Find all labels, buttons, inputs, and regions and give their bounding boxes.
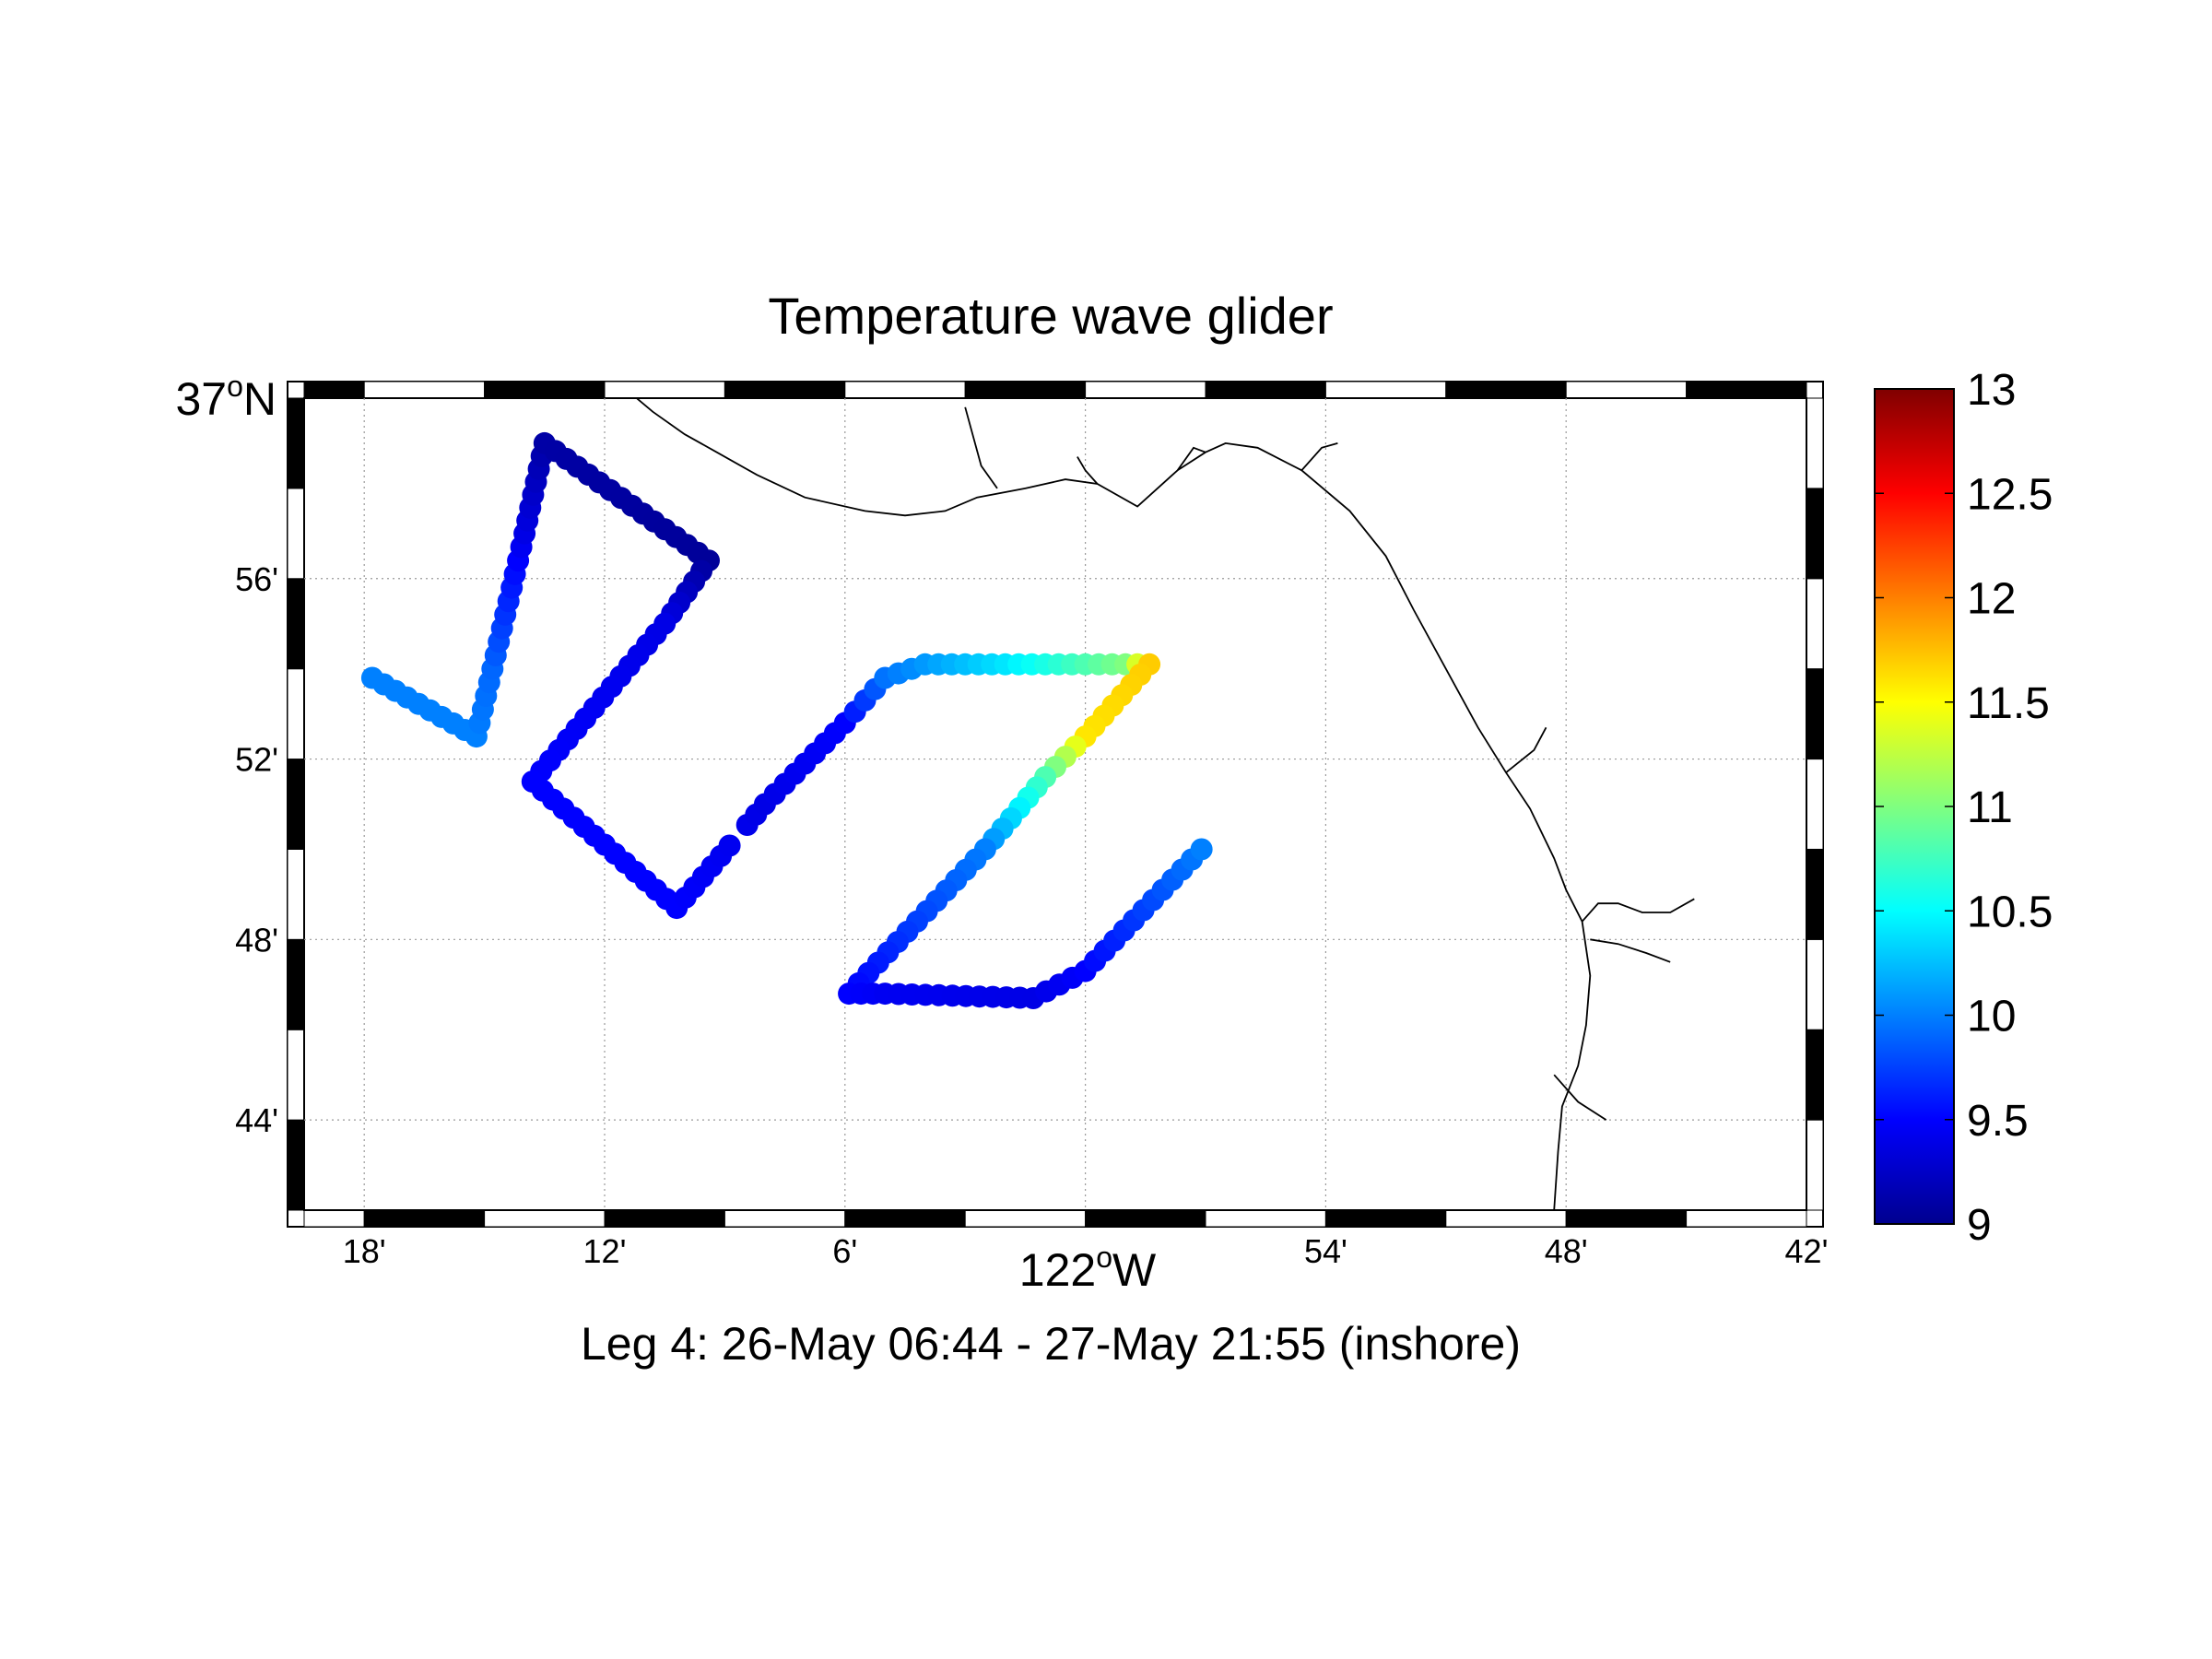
frame-segment-left [287, 759, 305, 850]
frame-segment-left [287, 1119, 305, 1211]
y-tick-label: 44' [235, 1101, 278, 1139]
map-frame [287, 381, 1824, 1228]
x-tick-label: 12' [583, 1232, 627, 1270]
frame-segment-right [1806, 1119, 1824, 1211]
colorbar [1874, 388, 1955, 1225]
coastline-segment [1176, 446, 1206, 471]
frame-segment-bottom [604, 1209, 725, 1228]
frame-segment-top [1324, 381, 1447, 399]
colorbar-tick-label: 10 [1967, 993, 2016, 1041]
frame-segment-bottom [1324, 1209, 1447, 1228]
colorbar-tick-label: 9.5 [1967, 1097, 2029, 1146]
x-tick-label: 48' [1545, 1232, 1588, 1270]
frame-segment-top [303, 381, 365, 399]
coastline-segment [1077, 456, 1099, 485]
frame-segment-left [287, 578, 305, 670]
x-tick-label: 54' [1304, 1232, 1347, 1270]
frame-segment-right [1806, 668, 1824, 760]
frame-segment-bottom [363, 1209, 486, 1228]
frame-segment-bottom [1205, 1209, 1326, 1228]
coastline [636, 397, 1695, 1211]
frame-segment-top [363, 381, 486, 399]
frame-segment-right [1806, 938, 1824, 1030]
frame-segment-bottom [1565, 1209, 1688, 1228]
x-tick-label: 18' [343, 1232, 386, 1270]
frame-segment-left [287, 938, 305, 1030]
coastline-segment [1553, 1074, 1607, 1121]
frame-segment-bottom [724, 1209, 846, 1228]
y-tick-label: 52' [235, 741, 278, 779]
y-axis-label: 37oN [175, 370, 276, 425]
frame-segment-bottom [844, 1209, 966, 1228]
frame-segment-right [1806, 488, 1824, 580]
coastline-segment [964, 406, 998, 489]
frame-segment-bottom [1445, 1209, 1567, 1228]
x-axis-label: 122oW [1019, 1241, 1157, 1296]
frame-segment-top [1085, 381, 1206, 399]
coastline-segment [1300, 442, 1338, 471]
frame-segment-bottom [303, 1209, 365, 1228]
frame-segment-right [1806, 848, 1824, 940]
coastline-segment [1590, 938, 1671, 963]
frame-segment-top [1565, 381, 1688, 399]
frame-segment-top [1205, 381, 1326, 399]
frame-segment-right [1806, 578, 1824, 670]
map-subtitle: Leg 4: 26-May 06:44 - 27-May 21:55 (insh… [581, 1318, 1521, 1370]
frame-segment-top [484, 381, 606, 399]
track-point [718, 834, 741, 857]
frame-segment-top [844, 381, 966, 399]
frame-segment-left [287, 668, 305, 760]
frame-segment-top [604, 381, 725, 399]
frame-segment-top [1445, 381, 1567, 399]
frame-segment-bottom [964, 1209, 1087, 1228]
frame-segment-top [724, 381, 846, 399]
frame-segment-top [964, 381, 1087, 399]
colorbar-tick-label: 11 [1967, 783, 2013, 832]
colorbar-tick-label: 9 [1967, 1201, 1992, 1250]
frame-segment-left [287, 397, 305, 489]
colorbar-tick-label: 11.5 [1967, 679, 2050, 728]
colorbar-ticks: 13 12.5 12 11.5 11 10.5 10 9.5 9 [1875, 366, 2053, 1250]
frame-segment-right [1806, 1029, 1824, 1121]
glider-track [360, 431, 1213, 1009]
frame-segment-bottom [1085, 1209, 1206, 1228]
y-tick-label: 56' [235, 560, 278, 598]
frame-segment-bottom [1686, 1209, 1807, 1228]
colorbar-tick-label: 12.5 [1967, 470, 2053, 519]
coastline-segment [636, 397, 1592, 1211]
frame-segment-left [287, 1029, 305, 1121]
colorbar-tick-label: 13 [1967, 366, 2016, 415]
y-tick-label: 48' [235, 921, 278, 959]
frame-segment-right [1806, 397, 1824, 489]
track-point [1190, 838, 1213, 861]
y-tick-labels: 56' 52' 48' 44' [235, 560, 278, 1139]
frame-segment-bottom [484, 1209, 606, 1228]
map-title: Temperature wave glider [768, 287, 1333, 345]
coastline-segment [1581, 898, 1695, 923]
colorbar-tick-label: 12 [1967, 575, 2016, 624]
x-tick-labels: 18' 12' 6' 54' 48' 42' [343, 1232, 1829, 1270]
frame-segment-left [287, 848, 305, 940]
x-tick-label: 6' [832, 1232, 857, 1270]
colorbar-tick-label: 10.5 [1967, 888, 2053, 936]
x-tick-label: 42' [1785, 1232, 1829, 1270]
coastline-segment [1505, 726, 1547, 773]
frame-segment-right [1806, 759, 1824, 850]
frame-segment-top [1686, 381, 1807, 399]
frame-segment-left [287, 488, 305, 580]
